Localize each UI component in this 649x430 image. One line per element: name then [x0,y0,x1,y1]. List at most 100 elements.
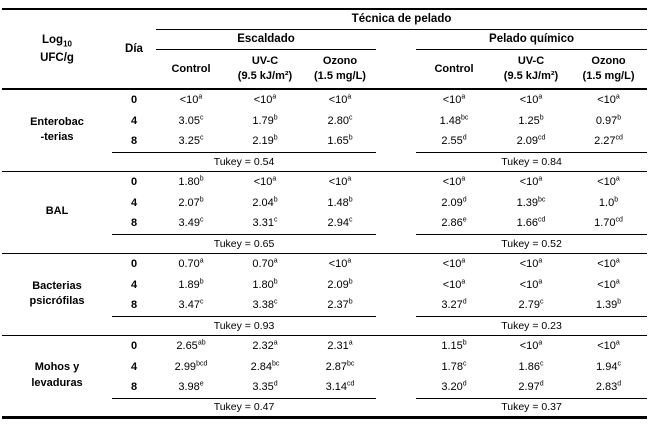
value-cell: 2.09d [441,195,467,209]
value-cell: <10a [442,93,466,106]
col-header-pelado-control: Control [434,62,474,75]
organism-group: Enterobac -terias 0 <10a <10a <10a <10a <10a <1… [2,89,648,171]
day-value: 4 [130,196,138,209]
tukey-pelado-quimico: Tukey = 0.52 [416,233,648,253]
value-cell: 1.89b [178,277,204,291]
value-cell: 3.47c [178,298,204,312]
col-header-pelado-ozono: Ozono (1.5 mg/L) [582,55,635,82]
value-cell: 3.05c [178,113,204,127]
units-header: Log10 UFC/g [40,33,74,64]
column-gap [376,152,416,171]
day-value: 0 [130,94,138,106]
value-cell: <10a [442,175,466,188]
day-value: 4 [130,114,138,127]
units-line2: UFC/g [40,51,74,64]
value-cell: 2.07b [178,195,204,209]
col-header-pelado-uvc: UV-C (9.5 kJ/m²) [503,55,559,82]
column-gap [376,49,416,89]
value-cell: <10a [597,257,620,270]
table-row: 4 1.89b 1.80b 2.09b <10a <10a <10a [2,274,647,295]
value-cell: <10a [328,175,352,188]
value-cell: 0.70a [178,257,204,270]
table-row: Bacterias psicrófilas 0 0.70a 0.70a <10a <10a… [2,253,647,307]
value-cell: <10a [442,277,466,291]
column-gap [376,213,416,234]
value-cell: <10a [597,339,620,352]
day-value: 4 [130,360,138,373]
value-cell: <10a [519,277,543,291]
tukey-row: Tukey = 0.65 Tukey = 0.52 [2,233,648,253]
value-cell: <10a [179,93,203,106]
day-value: 0 [130,175,138,188]
day-value: 8 [130,381,138,394]
day-value: 4 [130,278,138,291]
value-cell: 1.70cd [594,216,623,230]
table-row: 4 3.05c 1.79b 2.80c 1.48bc 1.25b 0.97b [2,110,647,131]
column-gap [376,335,416,356]
value-cell: 3.25c [178,134,204,148]
organism-group: Mohos y levaduras 0 2.65ab 2.32a 2.31a 1.15b <… [2,335,648,417]
column-gap [376,192,416,213]
day-value: 8 [130,299,138,312]
col-header-escaldado-uvc: UV-C (9.5 kJ/m²) [237,55,293,82]
value-cell: 2.19b [252,134,278,148]
value-cell: 2.94c [327,216,353,230]
value-cell: 2.84bc [250,359,280,373]
table-row: 8 3.25c 2.19b 1.65b 2.55d 2.09cd 2.27cd [2,131,647,152]
value-cell: 2.09b [327,277,353,291]
value-cell: 1.80b [178,175,204,188]
value-cell: <10a [519,339,543,352]
value-cell: 1.65b [327,134,353,148]
value-cell: 2.86e [441,216,467,230]
column-gap [376,274,416,295]
value-cell: 2.37b [327,298,353,312]
tukey-row: Tukey = 0.93 Tukey = 0.23 [2,315,648,335]
value-cell: 2.04b [252,195,278,209]
value-cell: 3.98e [178,380,204,394]
col-header-escaldado-control: Control [171,62,211,75]
column-gap [376,253,416,274]
organism-label: Bacterias psicrófilas [29,279,85,307]
value-cell: 1.66cd [516,216,546,230]
tukey-escaldado: Tukey = 0.47 [112,397,376,417]
value-cell: 2.97d [518,380,544,394]
organism-label: Mohos y levaduras [31,361,83,389]
technique-header: Técnica de pelado [156,9,648,30]
table-row: 8 3.47c 3.38c 2.37b 3.27d 2.79c 1.39b [2,295,647,316]
value-cell: 1.0b [598,195,619,209]
tukey-row: Tukey = 0.47 Tukey = 0.37 [2,397,648,417]
value-cell: <10a [253,175,277,188]
value-cell: <10a [253,93,277,106]
table-row: 8 3.49c 3.31c 2.94c 2.86e 1.66cd 1.70cd [2,213,647,234]
tukey-row: Tukey = 0.54 Tukey = 0.84 [2,151,648,171]
column-gap [376,234,416,253]
day-column-header: Día [125,43,143,55]
value-cell: <10a [442,257,466,270]
column-gap [376,398,416,417]
value-cell: 1.48b [327,195,353,209]
value-cell: 1.39bc [516,195,546,209]
value-cell: <10a [597,93,620,106]
value-cell: 2.83d [595,380,622,394]
table-row: BAL 0 1.80b <10a <10a <10a <10a <10a [2,171,647,217]
column-gap [376,89,416,110]
value-cell: 0.97b [595,113,622,127]
column-gap [376,316,416,335]
value-cell: 3.38c [252,298,278,312]
organism-group: BAL 0 1.80b <10a <10a <10a <10a <10a 4 2.07b 2.04b… [2,171,648,253]
value-cell: <10a [519,93,543,106]
log-subscript: 10 [63,39,72,49]
value-cell: 2.27cd [594,134,623,148]
column-gap [376,377,416,398]
group-header-escaldado: Escaldado [156,29,376,50]
value-cell: <10a [519,175,543,188]
column-gap [376,171,416,192]
value-cell: <10a [328,93,352,106]
value-cell: <10a [519,257,543,270]
value-cell: 2.87bc [325,359,355,373]
value-cell: 1.80b [252,277,278,291]
tukey-pelado-quimico: Tukey = 0.37 [416,397,648,417]
value-cell: 1.25b [518,113,544,127]
tukey-pelado-quimico: Tukey = 0.23 [416,315,648,335]
table-row: 4 2.99bcd 2.84bc 2.87bc 1.78c 1.86c 1.94c [2,356,647,377]
